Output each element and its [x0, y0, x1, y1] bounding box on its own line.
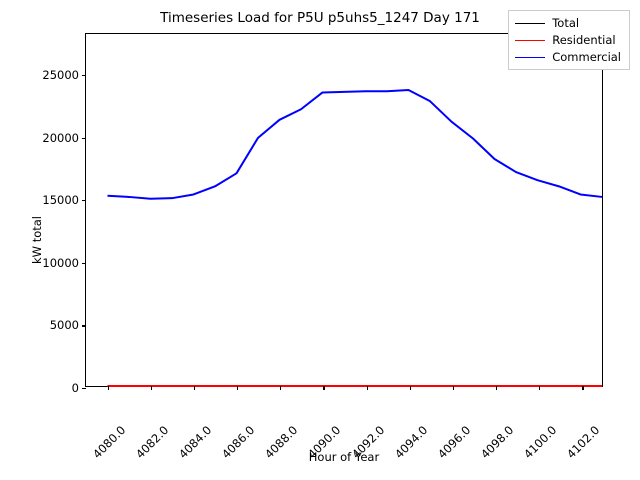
y-tick-mark — [82, 262, 86, 264]
x-tick-label: 4098.0 — [477, 422, 517, 462]
x-tick-label: 4090.0 — [305, 422, 344, 462]
y-tick-label: 0 — [71, 381, 79, 395]
x-tick-mark — [150, 386, 152, 390]
legend-label: Total — [552, 16, 580, 30]
x-tick-label: 4088.0 — [262, 422, 301, 462]
x-tick-mark — [409, 386, 411, 390]
chart-title: Timeseries Load for P5U p5uhs5_1247 Day … — [160, 10, 480, 26]
x-tick-mark — [452, 386, 454, 390]
legend-label: Commercial — [552, 50, 621, 64]
x-tick-mark — [280, 386, 282, 390]
y-tick-label: 5000 — [49, 318, 79, 333]
x-tick-mark — [193, 386, 195, 390]
x-tick-mark — [107, 386, 109, 390]
legend-swatch — [515, 56, 546, 58]
series-canvas — [86, 34, 602, 386]
legend-entry-total: Total — [515, 16, 621, 30]
x-tick-label: 4094.0 — [391, 422, 431, 462]
y-tick-mark — [82, 388, 86, 390]
x-tick-mark — [496, 386, 498, 390]
x-axis-label: Hour of Year — [308, 450, 380, 464]
y-tick-label: 15000 — [42, 193, 79, 208]
y-tick-mark — [82, 325, 86, 327]
x-tick-label: 4080.0 — [89, 422, 128, 462]
chart-legend: Total Residential Commercial — [508, 10, 630, 70]
x-tick-label: 4100.0 — [521, 422, 560, 462]
x-tick-mark — [237, 386, 239, 390]
x-tick-label: 4086.0 — [218, 422, 258, 462]
legend-label: Residential — [552, 33, 616, 47]
x-tick-label: 4082.0 — [132, 422, 172, 462]
legend-swatch — [515, 22, 546, 24]
y-tick-mark — [82, 75, 86, 77]
x-tick-mark — [323, 386, 325, 390]
y-tick-label: 10000 — [42, 255, 79, 270]
x-tick-label: 4084.0 — [175, 422, 215, 462]
x-tick-label: 4102.0 — [564, 422, 603, 462]
x-tick-mark — [366, 386, 368, 390]
legend-entry-commercial: Commercial — [515, 50, 621, 64]
y-tick-label: 20000 — [42, 130, 79, 145]
x-tick-label: 4096.0 — [434, 422, 474, 462]
x-tick-mark — [539, 386, 541, 390]
y-tick-mark — [82, 200, 86, 202]
y-tick-label: 25000 — [42, 68, 79, 83]
x-tick-mark — [582, 386, 584, 390]
series-line-commercial — [108, 90, 603, 199]
y-tick-mark — [82, 137, 86, 139]
plot-area: 0 5000 10000 15000 20000 25000 4080.0 4082.0 408… — [42, 33, 603, 461]
x-tick-label: 4092.0 — [348, 422, 387, 462]
legend-entry-residential: Residential — [515, 33, 621, 47]
legend-swatch — [515, 39, 546, 41]
